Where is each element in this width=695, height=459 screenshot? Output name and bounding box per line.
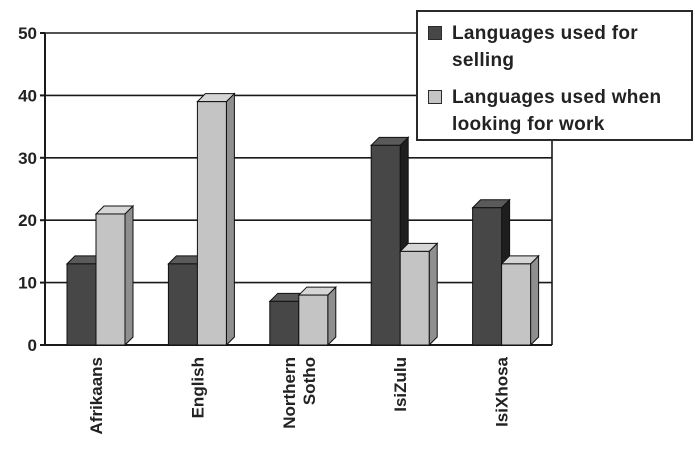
bar-front <box>196 101 227 346</box>
y-tick-label: 40 <box>18 86 37 105</box>
y-tick-label: 20 <box>18 211 37 230</box>
labels: 0 10 20 30 40 50 Afrikaans English NorthernSotho… <box>18 24 512 434</box>
x-tick-label: IsiXhosa <box>493 356 512 426</box>
bar-side <box>530 254 540 347</box>
bar-side <box>225 92 235 347</box>
bar-front <box>66 263 97 346</box>
legend-label-selling: Languages used for selling <box>452 23 638 71</box>
legend-item-selling: Languages used for selling <box>428 20 682 74</box>
bar-front <box>370 144 401 346</box>
bar-front <box>501 263 532 346</box>
x-tick-label-line: Sotho <box>300 357 319 405</box>
y-tick-label: 30 <box>18 149 37 168</box>
bar-front <box>269 300 300 346</box>
legend: Languages used for selling Languages use… <box>416 10 693 141</box>
x-tick-label: English <box>188 357 207 418</box>
bar-front <box>95 213 126 346</box>
bar-front <box>298 294 329 346</box>
x-tick-label-line: Afrikaans <box>87 357 106 434</box>
legend-item-work: Languages used when looking for work <box>428 84 695 138</box>
bar-work-0 <box>94 204 135 347</box>
bars <box>65 92 540 347</box>
x-tick-label-line: IsiZulu <box>391 357 410 412</box>
y-tick-label: 50 <box>18 24 37 43</box>
x-tick-label-line: IsiXhosa <box>493 356 512 426</box>
bar-front <box>167 263 198 346</box>
bar-front <box>472 207 503 346</box>
bar-work-4 <box>500 254 540 347</box>
bar-work-3 <box>398 242 439 347</box>
bar-side <box>428 242 438 347</box>
bar-work-1 <box>196 92 236 347</box>
y-tick-label: 10 <box>18 274 37 293</box>
x-tick-label-line: English <box>188 357 207 418</box>
x-tick-label: NorthernSotho <box>280 357 319 429</box>
bar-front <box>399 250 430 346</box>
legend-swatch-work <box>428 90 442 104</box>
x-tick-label: IsiZulu <box>391 357 410 412</box>
bar-side <box>327 285 337 347</box>
bar-work-2 <box>297 285 338 347</box>
legend-label-work: Languages used when looking for work <box>452 87 662 135</box>
x-tick-label-line: Northern <box>280 357 299 429</box>
bar-side <box>124 204 134 347</box>
x-tick-label: Afrikaans <box>87 357 106 434</box>
y-tick-label: 0 <box>28 336 37 355</box>
legend-swatch-selling <box>428 26 442 40</box>
